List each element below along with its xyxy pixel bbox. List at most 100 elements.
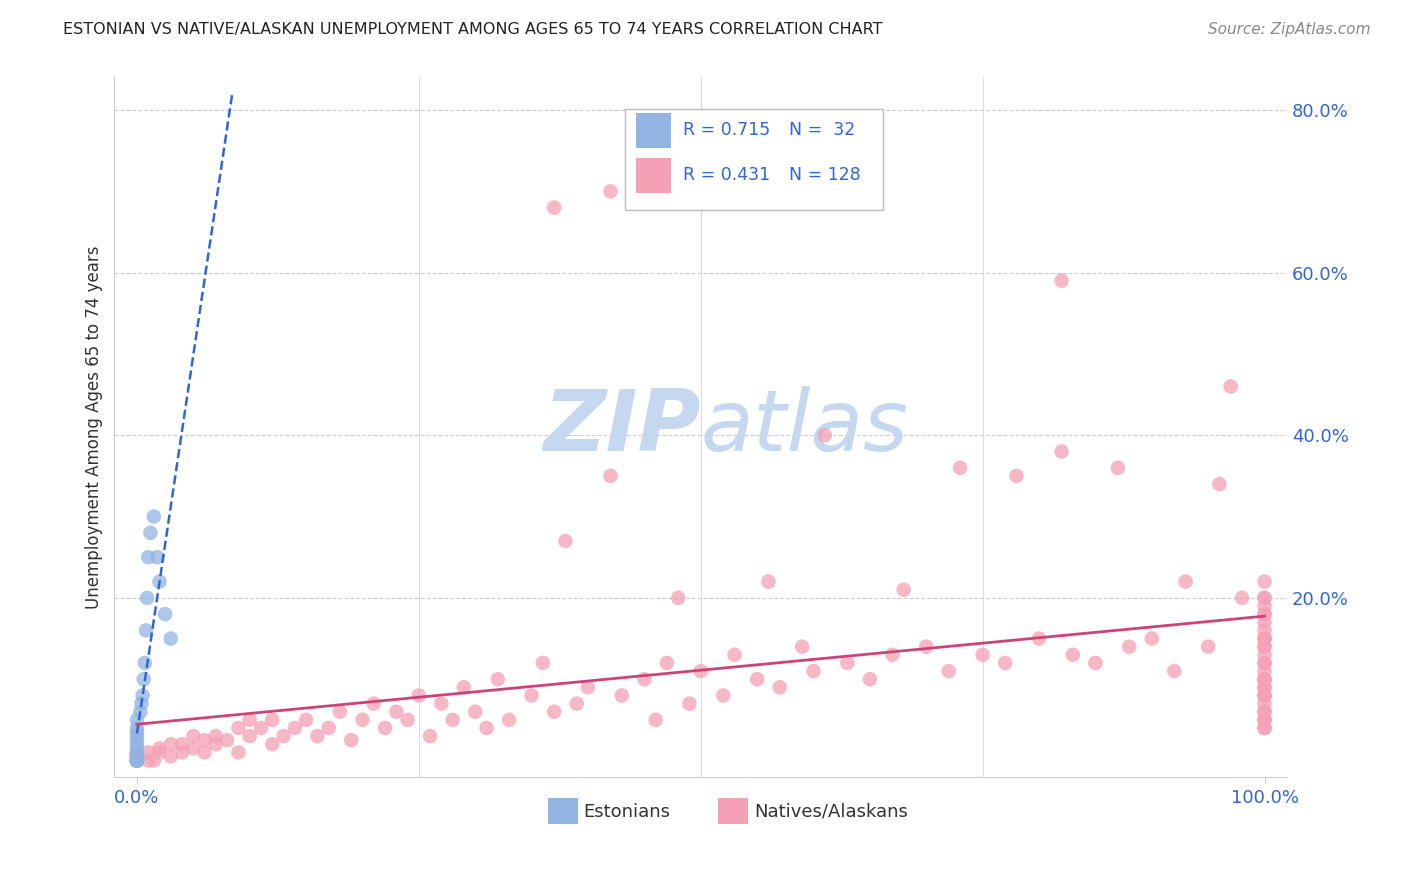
Point [170, 745, 193, 759]
Bar [548, 797, 578, 824]
Point [352, 713, 374, 727]
Point [146, 550, 169, 565]
Point [1253, 656, 1275, 670]
Point [543, 705, 565, 719]
Point [531, 656, 554, 670]
FancyBboxPatch shape [624, 109, 883, 211]
Point [134, 656, 156, 670]
Point [217, 733, 239, 747]
Point [1253, 672, 1275, 686]
Point [125, 737, 148, 751]
Point [1118, 640, 1140, 654]
Point [814, 428, 837, 442]
Text: R = 0.431: R = 0.431 [683, 166, 770, 185]
Point [949, 460, 972, 475]
Point [441, 713, 464, 727]
Point [125, 754, 148, 768]
Point [769, 681, 792, 695]
Point [1253, 591, 1275, 605]
Point [125, 713, 148, 727]
Point [295, 713, 318, 727]
Point [125, 729, 148, 743]
Point [1050, 444, 1073, 458]
Y-axis label: Unemployment Among Ages 65 to 74 years: Unemployment Among Ages 65 to 74 years [86, 245, 103, 609]
Point [273, 729, 295, 743]
Point [554, 533, 576, 548]
Point [882, 648, 904, 662]
Point [1253, 648, 1275, 662]
Point [859, 672, 882, 686]
Point [711, 689, 734, 703]
Point [159, 749, 181, 764]
Point [1253, 689, 1275, 703]
Point [1253, 672, 1275, 686]
Point [430, 697, 453, 711]
Point [464, 705, 486, 719]
Point [453, 681, 475, 695]
Point [125, 747, 148, 761]
Point [183, 741, 205, 756]
Point [125, 754, 148, 768]
Text: Estonians: Estonians [583, 803, 671, 821]
Point [129, 705, 152, 719]
Text: N =  32: N = 32 [789, 121, 855, 139]
Point [1253, 640, 1275, 654]
Point [1107, 460, 1129, 475]
Point [125, 754, 148, 768]
Point [475, 721, 498, 735]
Point [893, 582, 915, 597]
Point [1230, 591, 1253, 605]
Point [125, 754, 148, 768]
Point [1253, 713, 1275, 727]
Point [994, 656, 1017, 670]
Point [408, 689, 430, 703]
Point [1140, 632, 1163, 646]
Point [385, 705, 408, 719]
Point [284, 721, 307, 735]
Point [486, 672, 509, 686]
Point [1005, 469, 1028, 483]
Point [1219, 379, 1241, 393]
Point [136, 754, 159, 768]
Text: R = 0.715: R = 0.715 [683, 121, 770, 139]
Point [142, 509, 165, 524]
Point [125, 754, 148, 768]
Text: Natives/Alaskans: Natives/Alaskans [755, 803, 908, 821]
Point [1253, 713, 1275, 727]
Point [610, 689, 633, 703]
Point [1253, 607, 1275, 621]
Point [374, 721, 396, 735]
Point [125, 733, 148, 747]
Point [1253, 697, 1275, 711]
Point [125, 749, 148, 764]
Point [1253, 681, 1275, 695]
Point [228, 721, 250, 735]
Point [159, 632, 181, 646]
Text: atlas: atlas [700, 385, 908, 468]
Point [125, 754, 148, 768]
Point [125, 749, 148, 764]
Point [1253, 705, 1275, 719]
Point [1174, 574, 1197, 589]
Point [132, 672, 155, 686]
Point [194, 733, 217, 747]
Point [136, 591, 159, 605]
Point [329, 705, 352, 719]
Point [1062, 648, 1084, 662]
Point [125, 745, 148, 759]
Point [837, 656, 859, 670]
Point [1253, 656, 1275, 670]
Point [1253, 721, 1275, 735]
Point [1253, 713, 1275, 727]
Point [340, 733, 363, 747]
Point [125, 741, 148, 756]
Point [136, 550, 159, 565]
Point [318, 721, 340, 735]
Point [125, 721, 148, 735]
Point [1084, 656, 1107, 670]
Point [745, 672, 768, 686]
Point [938, 664, 960, 678]
Point [1197, 640, 1219, 654]
Point [148, 574, 170, 589]
Point [655, 656, 678, 670]
